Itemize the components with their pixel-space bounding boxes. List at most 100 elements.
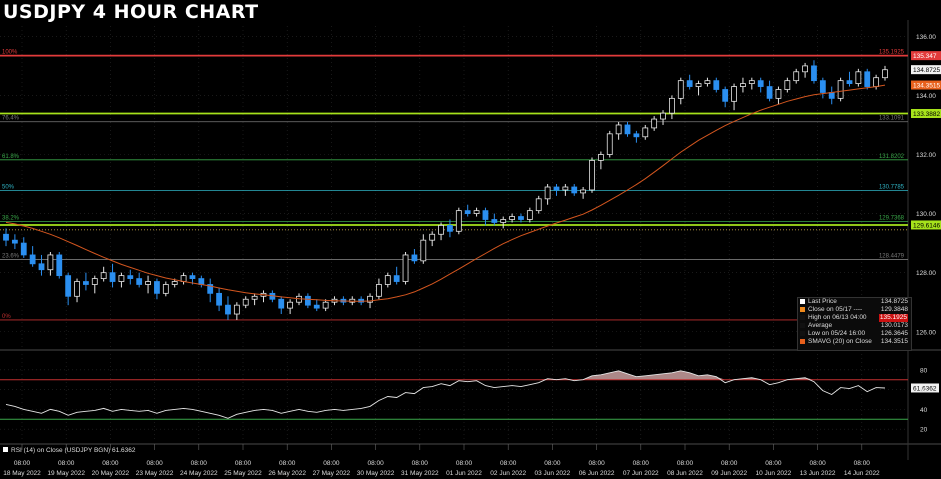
x-tick-date: 14 Jun 2022 bbox=[844, 470, 880, 477]
candle-body bbox=[589, 160, 595, 191]
rsi-tick-label: 60 bbox=[920, 387, 928, 394]
candle-body bbox=[740, 83, 746, 87]
rsi-tick-label: 40 bbox=[920, 407, 928, 414]
x-tick-time: 08:00 bbox=[765, 460, 782, 467]
x-tick-date: 20 May 2022 bbox=[92, 470, 130, 477]
x-tick-time: 08:00 bbox=[677, 460, 694, 467]
x-tick-date: 25 May 2022 bbox=[224, 470, 262, 477]
candle-body bbox=[136, 278, 143, 285]
candle-body bbox=[189, 275, 196, 279]
x-tick-date: 08 Jun 2022 bbox=[667, 470, 703, 477]
level-value: 133.1091 bbox=[879, 116, 905, 122]
legend-value: 135.1925 bbox=[878, 314, 908, 322]
level-tag-bg bbox=[911, 51, 941, 61]
candle-body bbox=[571, 186, 578, 194]
candle-body bbox=[162, 284, 169, 294]
x-tick-time: 08:00 bbox=[854, 460, 871, 467]
x-tick-date: 06 Jun 2022 bbox=[579, 470, 615, 477]
candle-body bbox=[491, 219, 498, 223]
x-tick-time: 08:00 bbox=[279, 460, 296, 467]
y-tick-label: 126.00 bbox=[916, 329, 936, 336]
candle-body bbox=[669, 97, 675, 114]
rsi-legend-text: RSI (14) on Close (USDJPY BGN) 61.6362 bbox=[11, 447, 136, 454]
candle-body bbox=[597, 154, 604, 161]
x-tick-time: 08:00 bbox=[633, 460, 650, 467]
candle-body bbox=[464, 210, 471, 214]
price-tag: 134.3515 bbox=[913, 82, 940, 89]
x-tick-time: 08:00 bbox=[456, 460, 473, 467]
level-tag-bg bbox=[911, 220, 941, 230]
candle-body bbox=[633, 133, 640, 138]
rsi-line bbox=[5, 370, 886, 419]
candle-body bbox=[811, 65, 817, 82]
candle-body bbox=[447, 225, 453, 232]
candle-body bbox=[83, 281, 89, 285]
y-tick-label: 132.00 bbox=[916, 152, 936, 159]
level-tag: 133.3882 bbox=[913, 111, 940, 118]
candle-body bbox=[304, 295, 311, 306]
candle-body bbox=[420, 239, 427, 262]
candle-body bbox=[615, 124, 622, 135]
y-tick-label: 130.00 bbox=[916, 211, 936, 218]
legend-swatch bbox=[800, 323, 805, 328]
legend-swatch bbox=[800, 339, 805, 344]
legend-label: Last Price bbox=[808, 298, 837, 305]
x-tick-date: 18 May 2022 bbox=[3, 470, 41, 477]
x-tick-date: 01 Jun 2022 bbox=[446, 470, 482, 477]
price-tag-bg bbox=[911, 80, 941, 90]
level-label: 100% bbox=[2, 50, 18, 56]
candle-body bbox=[91, 278, 98, 285]
candle-body bbox=[233, 304, 240, 315]
candle-body bbox=[553, 186, 560, 191]
level-value: 129.7368 bbox=[879, 215, 905, 221]
legend-value: 126.3645 bbox=[880, 330, 908, 337]
legend-row: Last Price 134.8725 bbox=[798, 298, 911, 306]
level-value: 130.7785 bbox=[879, 185, 905, 191]
candle-body bbox=[411, 254, 418, 262]
candle-body bbox=[402, 254, 409, 282]
legend-swatch bbox=[800, 315, 805, 320]
candle-body bbox=[624, 124, 631, 135]
candle-body bbox=[731, 86, 737, 102]
legend-row: Average 130.0173 bbox=[798, 322, 911, 330]
candle-body bbox=[384, 275, 391, 285]
candle-body bbox=[145, 281, 151, 285]
candle-body bbox=[322, 301, 329, 309]
price-legend: Last Price 134.8725 Close on 05/17 ---- 129… bbox=[797, 297, 912, 351]
candle-body bbox=[100, 272, 107, 279]
x-tick-date: 26 May 2022 bbox=[268, 470, 306, 477]
x-tick-date: 19 May 2022 bbox=[47, 470, 85, 477]
x-tick-date: 23 May 2022 bbox=[136, 470, 174, 477]
candle-body bbox=[562, 186, 569, 191]
candle-body bbox=[313, 304, 320, 309]
legend-value: 134.3515 bbox=[880, 338, 908, 345]
rsi-overbought-fill bbox=[6, 370, 885, 380]
rsi-tag-bg bbox=[911, 383, 939, 393]
candle-body bbox=[802, 65, 808, 73]
candle-body bbox=[38, 263, 45, 271]
x-tick-time: 08:00 bbox=[544, 460, 561, 467]
legend-label: Average bbox=[808, 322, 833, 329]
x-tick-time: 08:00 bbox=[14, 460, 31, 467]
candle-body bbox=[873, 77, 880, 87]
candle-body bbox=[29, 254, 36, 265]
legend-label: Close on 05/17 ---- bbox=[808, 306, 863, 313]
legend-swatch bbox=[800, 331, 805, 336]
legend-value: 129.3848 bbox=[880, 306, 908, 313]
x-tick-date: 31 May 2022 bbox=[401, 470, 439, 477]
candle-body bbox=[180, 275, 187, 282]
candle-body bbox=[864, 71, 871, 87]
candle-body bbox=[837, 80, 844, 99]
x-tick-date: 09 Jun 2022 bbox=[711, 470, 747, 477]
axes: 08:00 18 May 2022 08:00 19 May 2022 08:00 20 … bbox=[3, 34, 941, 477]
legend-row: Close on 05/17 ---- 129.3848 bbox=[798, 306, 911, 314]
rsi-legend-swatch bbox=[3, 447, 8, 452]
candle-body bbox=[65, 275, 72, 297]
level-tag: 129.6146 bbox=[913, 222, 940, 229]
candle-body bbox=[509, 216, 515, 220]
candle-body bbox=[118, 275, 125, 282]
y-tick-label: 134.00 bbox=[916, 93, 936, 100]
rsi-tick-label: 80 bbox=[920, 367, 928, 374]
candle-body bbox=[819, 80, 826, 93]
